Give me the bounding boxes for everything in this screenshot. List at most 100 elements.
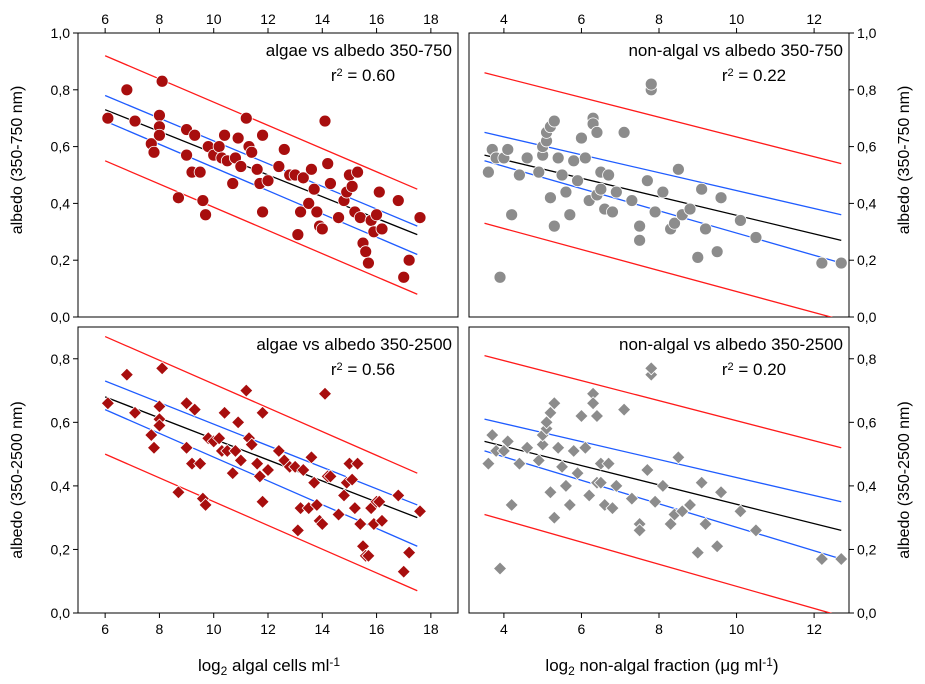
top-right-point-9 bbox=[532, 165, 546, 179]
top-left-x-tick-label-0: 6 bbox=[101, 11, 109, 27]
top-right-x-tick-label-3: 10 bbox=[729, 11, 745, 27]
x-label-right-sub: 2 bbox=[568, 664, 575, 678]
top-left-point-57 bbox=[351, 165, 364, 179]
bottom-left-point-44 bbox=[307, 475, 322, 490]
bottom-left-point-65 bbox=[372, 494, 387, 509]
bottom-right-point-55 bbox=[713, 485, 729, 500]
bottom-left-point-29 bbox=[244, 437, 259, 452]
bottom-left-point-33 bbox=[255, 405, 270, 420]
bottom-left-point-68 bbox=[396, 564, 411, 579]
top-right-point-38 bbox=[625, 194, 639, 207]
x-label-left-sup: -1 bbox=[329, 655, 340, 669]
top-right-point-24 bbox=[575, 131, 588, 145]
top-left-point-4 bbox=[147, 145, 161, 159]
bottom-right-point-7 bbox=[512, 456, 527, 471]
top-right-confidence-lower bbox=[484, 160, 842, 264]
bottom-left-point-70 bbox=[412, 504, 428, 519]
bottom-right-point-22 bbox=[566, 443, 581, 458]
top-right-point-54 bbox=[710, 245, 724, 259]
bottom-left-point-50 bbox=[323, 469, 338, 484]
top-left-point-32 bbox=[256, 205, 269, 219]
bottom-right-y-tick-label-4: 0,8 bbox=[857, 351, 877, 367]
top-left-point-30 bbox=[250, 162, 264, 176]
bottom-right-point-44 bbox=[648, 494, 663, 509]
panel-bottom-left: 0,0 0,2 0,4 0,6 0,8 6 8 10 12 14 16 18 algae vs albe… bbox=[51, 326, 459, 637]
bottom-left-point-4 bbox=[146, 440, 162, 455]
bottom-right-point-28 bbox=[586, 396, 601, 411]
top-right-point-36 bbox=[609, 185, 623, 199]
top-right-x-tick-label-2: 8 bbox=[655, 11, 663, 27]
bottom-left-point-51 bbox=[331, 507, 346, 522]
bottom-right-point-58 bbox=[814, 551, 829, 567]
bottom-left-x-tick-label-3: 12 bbox=[260, 621, 276, 637]
top-left-point-67 bbox=[391, 194, 405, 207]
top-left-r2-sup: 2 bbox=[337, 67, 343, 79]
bottom-left-point-39 bbox=[290, 523, 305, 538]
bottom-left-y-tick-label-3: 0,6 bbox=[51, 414, 71, 430]
bottom-right-point-49 bbox=[675, 504, 690, 519]
top-right-x-tick-label-1: 6 bbox=[578, 11, 586, 27]
bottom-left-point-69 bbox=[402, 545, 417, 560]
bottom-right-point-45 bbox=[655, 478, 670, 493]
top-right-point-18 bbox=[551, 151, 565, 165]
top-right-point-19 bbox=[555, 168, 569, 182]
bottom-left-point-48 bbox=[317, 386, 333, 401]
x-label-left-prefix: log bbox=[198, 656, 221, 675]
bottom-left-y-tick-label-1: 0,2 bbox=[51, 541, 71, 557]
bottom-left-point-19 bbox=[212, 431, 227, 446]
top-left-point-43 bbox=[305, 162, 318, 176]
bottom-left-point-66 bbox=[374, 513, 390, 528]
bottom-right-frame bbox=[468, 326, 850, 614]
top-left-point-35 bbox=[272, 160, 286, 173]
bottom-left-point-67 bbox=[391, 488, 406, 503]
bottom-right-confidence-lower bbox=[484, 450, 842, 560]
panel-top-right: 0,0 0,2 0,4 0,6 0,8 1,0 4 6 8 10 12 non-algal vs al… bbox=[468, 11, 877, 325]
x-label-right-text: non-algal fraction (μg ml bbox=[575, 656, 762, 675]
bottom-right-point-9 bbox=[531, 453, 546, 468]
top-right-point-15 bbox=[547, 114, 561, 128]
top-right-point-43 bbox=[644, 77, 658, 91]
top-left-point-49 bbox=[321, 157, 335, 171]
bottom-right-r2-label: r bbox=[722, 360, 728, 379]
bottom-right-point-57 bbox=[748, 523, 764, 538]
top-left-point-64 bbox=[370, 208, 383, 222]
bottom-right-point-35 bbox=[605, 501, 620, 516]
top-left-point-23 bbox=[226, 177, 240, 190]
top-left-point-29 bbox=[245, 145, 259, 159]
top-left-prediction-lower bbox=[104, 160, 418, 295]
top-right-prediction-lower bbox=[484, 222, 834, 317]
bottom-left-point-45 bbox=[309, 497, 324, 513]
bottom-right-y-tick-label-0: 0,0 bbox=[857, 605, 877, 621]
top-left-point-5 bbox=[153, 108, 166, 122]
bottom-left-point-8 bbox=[152, 418, 167, 433]
bottom-right-y-tick-label-3: 0,6 bbox=[857, 414, 877, 430]
bottom-right-point-24 bbox=[574, 408, 589, 424]
top-left-point-47 bbox=[315, 222, 329, 236]
bottom-right-point-3 bbox=[492, 561, 508, 576]
top-left-y-tick-label-5: 1,0 bbox=[51, 25, 71, 41]
bottom-right-point-54 bbox=[710, 539, 725, 554]
top-left-point-66 bbox=[375, 222, 389, 236]
bottom-left-point-1 bbox=[119, 367, 134, 382]
top-right-point-29 bbox=[590, 125, 604, 139]
bottom-right-point-59 bbox=[834, 551, 849, 567]
top-right-frame bbox=[468, 32, 850, 318]
top-left-point-42 bbox=[302, 196, 316, 210]
top-left-x-tick-label-3: 12 bbox=[260, 11, 276, 27]
bottom-right-point-43 bbox=[644, 361, 659, 376]
top-left-point-40 bbox=[294, 205, 307, 219]
bottom-left-point-57 bbox=[350, 456, 365, 471]
bottom-right-title: non-algal vs albedo 350-2500 bbox=[619, 335, 843, 354]
bottom-left-point-35 bbox=[271, 443, 286, 458]
bottom-left-point-30 bbox=[250, 456, 265, 471]
x-label-right-sup: -1 bbox=[762, 655, 773, 669]
top-left-point-21 bbox=[218, 128, 231, 142]
bottom-right-axes: 0,0 0,2 0,4 0,6 0,8 4 6 8 10 12 bbox=[500, 351, 877, 637]
bottom-right-points bbox=[481, 361, 849, 576]
top-left-point-19 bbox=[212, 140, 226, 154]
bottom-right-point-40 bbox=[632, 523, 647, 538]
top-left-x-tick-label-5: 16 bbox=[369, 11, 385, 27]
top-left-point-69 bbox=[402, 253, 416, 267]
bottom-right-point-29 bbox=[589, 408, 605, 424]
